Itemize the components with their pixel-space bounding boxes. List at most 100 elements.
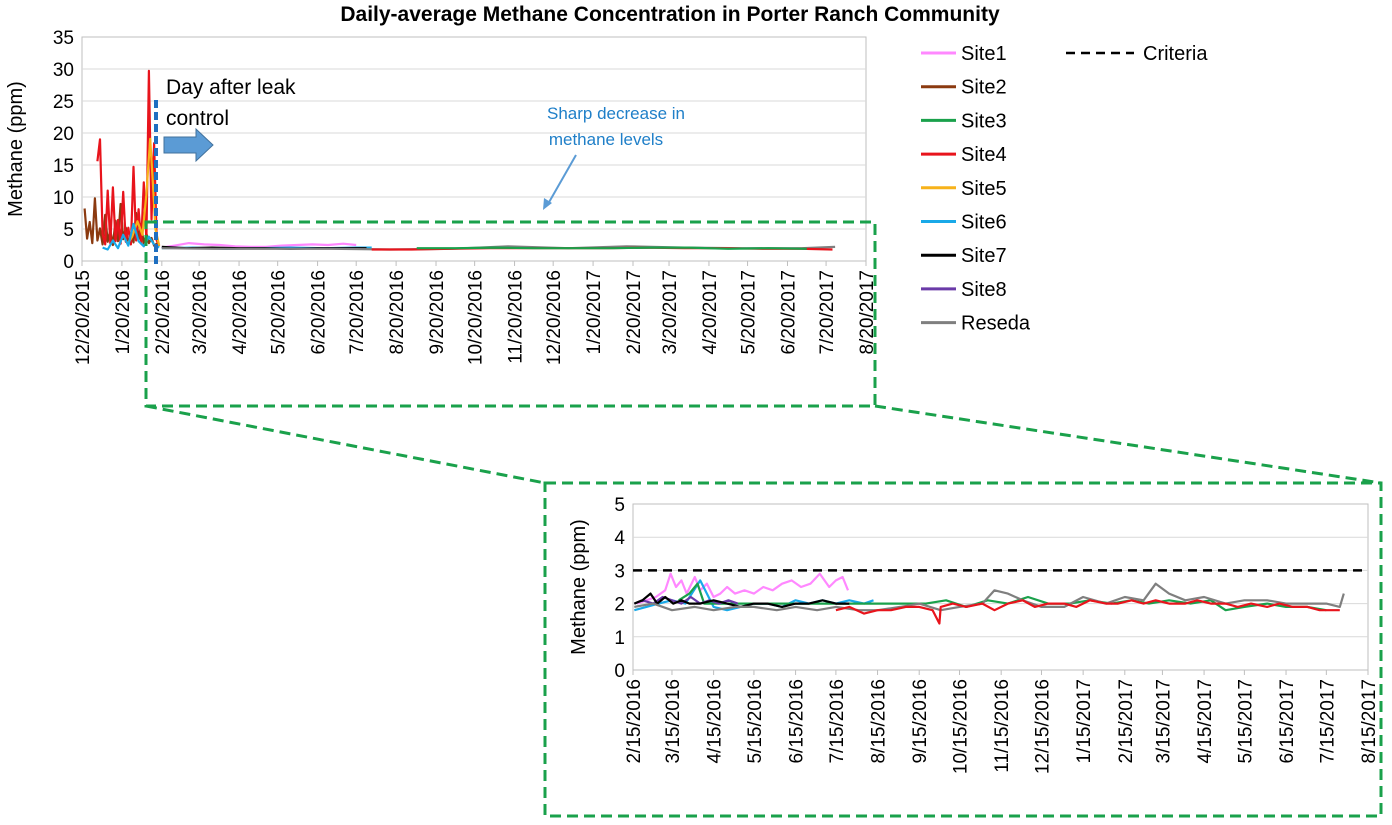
x-tick-label: 10/15/2016	[951, 679, 972, 774]
legend-label-site1: Site1	[961, 43, 1007, 65]
annotation-pointer-arrowhead	[543, 198, 552, 210]
y-tick-label: 25	[53, 92, 74, 113]
series-line-site1	[636, 572, 850, 605]
x-tick-label: 4/15/2017	[1195, 679, 1216, 764]
x-tick-label: 9/15/2016	[910, 679, 931, 764]
legend-label-site2: Site2	[961, 77, 1007, 99]
series-line-site3	[678, 582, 1327, 612]
x-tick-label: 1/20/2016	[113, 270, 134, 355]
x-tick-label: 7/20/2016	[347, 270, 368, 355]
legend-label-site3: Site3	[961, 110, 1007, 132]
annotation-sharp-line2: methane levels	[549, 130, 663, 149]
x-tick-label: 2/20/2017	[624, 270, 645, 355]
x-tick-label: 4/15/2016	[705, 679, 726, 764]
x-tick-label: 2/15/2017	[1116, 679, 1137, 764]
main-chart: 0 5 10 15 20 25 30 35 12/20/2015 1/20/2016 2/20/2…	[5, 28, 878, 365]
series-line-site1	[161, 242, 357, 249]
x-tick-label: 3/15/2016	[663, 679, 684, 764]
main-plot-area	[81, 36, 867, 262]
legend-criteria-label: Criteria	[1143, 43, 1208, 65]
zoom-connector-right	[874, 404, 1382, 485]
x-tick-label: 8/15/2016	[869, 679, 890, 764]
annotation-day-after-line2: control	[166, 107, 229, 130]
x-tick-label: 3/20/2017	[660, 270, 681, 355]
legend-label-site6: Site6	[961, 212, 1007, 234]
zoom-region-box	[144, 220, 877, 408]
y-tick-label: 0	[614, 661, 625, 682]
x-tick-label: 2/15/2016	[624, 679, 645, 764]
series-line-site4	[96, 69, 161, 246]
series-line-site3	[416, 246, 807, 250]
y-tick-label: 1	[614, 628, 625, 649]
y-tick-label: 4	[614, 528, 625, 549]
series-line-site4	[835, 599, 1340, 625]
inset-y-axis-label: Methane (ppm)	[568, 519, 590, 655]
x-tick-label: 4/20/2017	[700, 270, 721, 355]
inset-series-group	[633, 572, 1345, 625]
x-tick-label: 7/15/2016	[827, 679, 848, 764]
x-tick-label: 7/20/2017	[817, 270, 838, 355]
series-line-reseda	[634, 582, 1345, 612]
annotation-pointer-arrow	[547, 154, 577, 205]
legend-label-site4: Site4	[961, 144, 1007, 166]
inset-y-tick-labels: 0 1 2 3 4 5	[614, 495, 625, 682]
y-tick-label: 2	[614, 595, 625, 616]
x-tick-label: 5/15/2016	[745, 679, 766, 764]
y-tick-label: 5	[63, 220, 74, 241]
legend-label-reseda: Reseda	[961, 313, 1031, 335]
x-tick-label: 3/20/2016	[190, 270, 211, 355]
x-tick-label: 6/15/2017	[1277, 679, 1298, 764]
right-arrow-icon	[163, 127, 214, 163]
x-tick-label: 10/20/2016	[466, 270, 487, 365]
chart-title: Daily-average Methane Concentration in P…	[340, 3, 1000, 26]
zoom-connector-left	[145, 404, 546, 485]
legend-criteria-entry: Criteria	[1066, 43, 1208, 65]
y-tick-label: 15	[53, 156, 74, 177]
series-line-site7	[633, 592, 850, 609]
zoom-indicator	[144, 220, 1383, 818]
x-tick-label: 4/20/2016	[230, 270, 251, 355]
x-tick-label: 11/20/2016	[506, 270, 527, 364]
x-tick-label: 6/20/2016	[309, 270, 330, 355]
main-y-tick-labels: 0 5 10 15 20 25 30 35	[53, 28, 74, 273]
x-tick-label: 5/15/2017	[1235, 679, 1256, 764]
y-tick-label: 35	[53, 28, 74, 49]
y-tick-label: 20	[53, 124, 74, 145]
inset-plot-area	[632, 503, 1369, 671]
x-tick-label: 9/20/2016	[427, 270, 448, 355]
annotation-day-after-line1: Day after leak	[166, 76, 296, 99]
x-tick-label: 8/20/2017	[857, 270, 878, 355]
main-x-tick-labels: 12/20/2015 1/20/2016 2/20/2016 3/20/2016 4/2…	[73, 261, 878, 365]
y-tick-label: 30	[53, 60, 74, 81]
y-tick-label: 0	[63, 252, 74, 273]
x-tick-label: 2/20/2016	[153, 270, 174, 355]
y-tick-label: 3	[614, 561, 625, 582]
x-tick-label: 3/15/2017	[1153, 679, 1174, 764]
x-tick-label: 1/20/2017	[584, 270, 605, 355]
y-tick-label: 10	[53, 188, 74, 209]
x-tick-label: 12/20/2016	[544, 270, 565, 365]
x-tick-label: 11/15/2016	[992, 679, 1013, 773]
legend-label-site7: Site7	[961, 245, 1007, 267]
x-tick-label: 6/20/2017	[778, 270, 799, 355]
x-tick-label: 7/15/2017	[1317, 679, 1338, 764]
zoomed-chart-frame	[543, 481, 1383, 818]
x-tick-label: 1/15/2017	[1074, 679, 1095, 764]
annotation-sharp-line1: Sharp decrease in	[547, 104, 685, 123]
x-tick-label: 6/15/2016	[787, 679, 808, 764]
legend: Site1 Site2 Site3 Site4 Site5 Site6 Site7 Site8…	[921, 43, 1031, 335]
legend-label-site8: Site8	[961, 279, 1007, 301]
inset-x-tick-labels: 2/15/2016 3/15/2016 4/15/2016 5/15/2016 6/15…	[624, 670, 1380, 774]
x-tick-label: 5/20/2016	[269, 270, 290, 355]
x-tick-label: 8/15/2017	[1359, 679, 1380, 764]
legend-label-site5: Site5	[961, 178, 1007, 200]
x-tick-label: 12/15/2016	[1032, 679, 1053, 774]
x-tick-label: 12/20/2015	[73, 270, 94, 365]
inset-chart: 0 1 2 3 4 5 2/15/2016 3/15/2016 4/15/2016 5/15/2…	[568, 495, 1380, 774]
main-gridlines	[82, 68, 866, 230]
main-y-axis-label: Methane (ppm)	[5, 81, 27, 217]
x-tick-label: 5/20/2017	[739, 270, 760, 355]
x-tick-label: 8/20/2016	[387, 270, 408, 355]
y-tick-label: 5	[614, 495, 625, 516]
